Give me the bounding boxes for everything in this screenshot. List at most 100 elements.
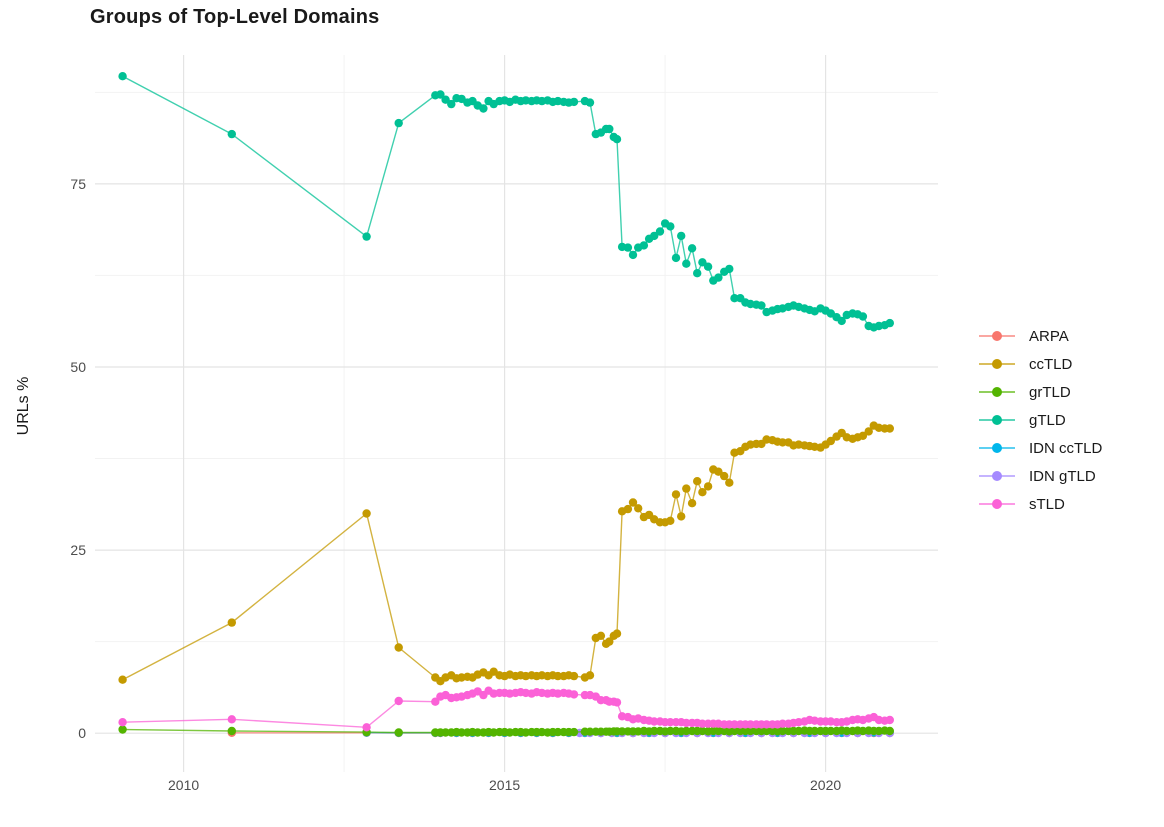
data-point bbox=[778, 726, 787, 736]
data-point bbox=[693, 269, 702, 278]
data-point bbox=[762, 720, 771, 729]
data-point bbox=[436, 90, 445, 99]
data-point bbox=[585, 98, 595, 107]
y-axis-title: URLs % bbox=[15, 376, 32, 436]
data-point bbox=[703, 482, 713, 491]
legend-key-icon bbox=[979, 331, 1015, 341]
x-tick-label: 2020 bbox=[810, 777, 841, 793]
data-point bbox=[569, 671, 579, 681]
data-point bbox=[858, 431, 868, 440]
data-point bbox=[650, 231, 659, 241]
data-point bbox=[623, 504, 633, 514]
data-point bbox=[666, 222, 675, 231]
data-point bbox=[885, 318, 894, 328]
data-point bbox=[671, 490, 681, 499]
data-point bbox=[730, 294, 739, 303]
data-point bbox=[698, 488, 707, 497]
data-point bbox=[730, 720, 739, 729]
data-point bbox=[596, 631, 606, 640]
data-point bbox=[730, 726, 739, 736]
series-line bbox=[122, 75, 891, 329]
data-point bbox=[227, 726, 236, 736]
data-point bbox=[394, 643, 403, 652]
data-point bbox=[628, 498, 638, 507]
data-point bbox=[605, 124, 614, 134]
legend-label: sTLD bbox=[1029, 495, 1065, 513]
data-point bbox=[837, 316, 846, 326]
data-point bbox=[553, 727, 563, 737]
data-point bbox=[864, 427, 873, 436]
legend-key-icon bbox=[979, 387, 1015, 397]
legend-key-icon bbox=[979, 415, 1015, 425]
data-point bbox=[441, 95, 450, 104]
data-point bbox=[778, 438, 787, 447]
data-point bbox=[703, 262, 713, 271]
data-point bbox=[431, 697, 440, 706]
data-point bbox=[757, 301, 766, 310]
series-grTLD bbox=[118, 725, 894, 737]
legend-label: ARPA bbox=[1029, 327, 1069, 345]
data-point bbox=[698, 258, 707, 267]
legend-label: ccTLD bbox=[1029, 355, 1073, 373]
data-point bbox=[362, 509, 371, 518]
data-point bbox=[623, 243, 633, 252]
data-point bbox=[725, 478, 734, 487]
data-point bbox=[666, 516, 675, 525]
data-point bbox=[118, 725, 127, 734]
data-point bbox=[227, 618, 236, 627]
data-point bbox=[810, 726, 819, 736]
data-point bbox=[394, 728, 403, 737]
data-point bbox=[762, 726, 771, 736]
data-point bbox=[885, 424, 894, 433]
data-point bbox=[655, 227, 665, 236]
data-point bbox=[677, 512, 686, 521]
data-point bbox=[682, 718, 691, 728]
x-tick-label: 2010 bbox=[168, 777, 199, 793]
data-point bbox=[634, 504, 643, 513]
legend-item-idn-gtld: IDN gTLD bbox=[977, 462, 1102, 490]
data-point bbox=[650, 717, 659, 726]
legend-key-icon bbox=[979, 499, 1015, 509]
data-point bbox=[612, 135, 622, 144]
data-point bbox=[617, 727, 627, 736]
data-point bbox=[612, 698, 622, 707]
data-point bbox=[746, 726, 755, 736]
data-point bbox=[720, 471, 729, 481]
data-point bbox=[858, 312, 868, 321]
data-point bbox=[693, 477, 702, 486]
data-point bbox=[746, 720, 755, 729]
legend-item-arpa: ARPA bbox=[977, 322, 1102, 350]
data-point bbox=[725, 264, 734, 274]
data-point bbox=[714, 726, 723, 736]
series-gTLD bbox=[118, 72, 894, 332]
data-point bbox=[553, 671, 563, 681]
data-point bbox=[885, 726, 894, 736]
legend: ARPA ccTLD grTLD gTLD IDN ccTLD IDN gTLD sTLD bbox=[977, 322, 1102, 518]
data-point bbox=[227, 715, 236, 724]
data-point bbox=[569, 690, 579, 699]
legend-key-icon bbox=[979, 471, 1015, 481]
data-point bbox=[569, 727, 579, 737]
y-tick-label: 50 bbox=[70, 359, 86, 375]
data-point bbox=[687, 499, 697, 508]
data-point bbox=[605, 637, 614, 646]
data-point bbox=[650, 726, 659, 736]
data-point bbox=[842, 726, 851, 736]
chart-title: Groups of Top-Level Domains bbox=[90, 6, 380, 28]
data-point bbox=[585, 727, 595, 736]
data-point bbox=[778, 719, 787, 728]
series-line bbox=[122, 424, 890, 683]
legend-key-icon bbox=[979, 443, 1015, 453]
legend-item-stld: sTLD bbox=[977, 490, 1102, 518]
y-tick-label: 25 bbox=[70, 542, 86, 558]
data-point bbox=[628, 250, 638, 260]
data-point bbox=[394, 118, 403, 128]
data-point bbox=[227, 129, 236, 139]
legend-label: gTLD bbox=[1029, 411, 1066, 429]
legend-label: grTLD bbox=[1029, 383, 1071, 401]
data-point bbox=[118, 72, 127, 81]
data-point bbox=[612, 629, 622, 638]
legend-item-grtld: grTLD bbox=[977, 378, 1102, 406]
